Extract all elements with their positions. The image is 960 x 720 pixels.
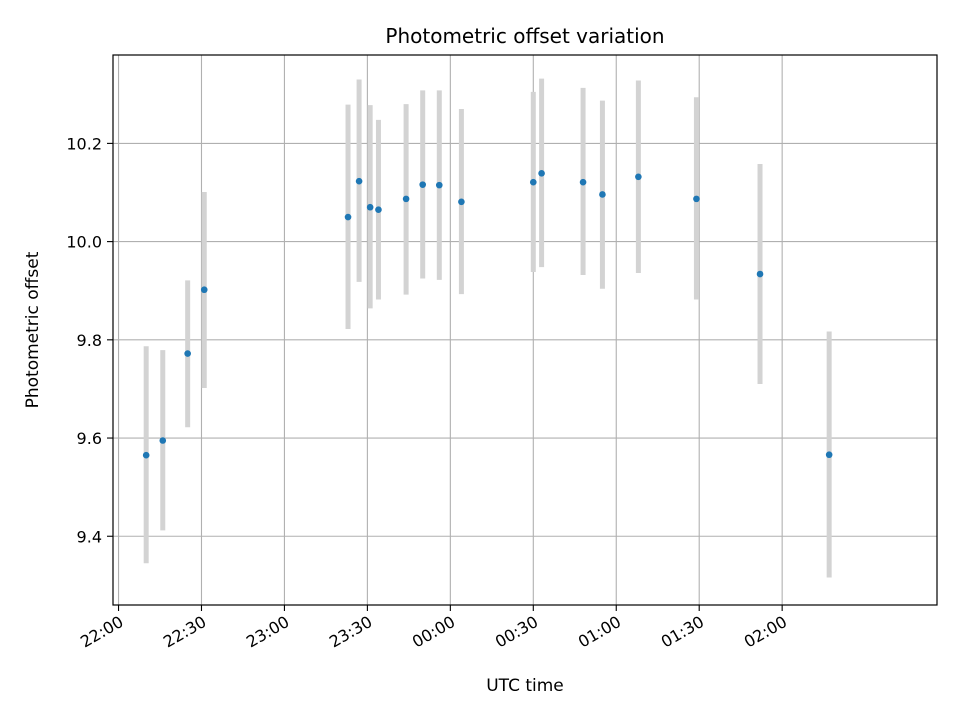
data-point — [402, 195, 410, 203]
y-axis-ticks: 9.4 9.6 9.8 10.0 10.2 — [66, 134, 113, 546]
data-point — [529, 178, 537, 186]
data-point — [435, 181, 443, 189]
data-point — [142, 451, 150, 459]
y-axis-label: Photometric offset — [23, 251, 43, 408]
data-point — [538, 170, 545, 177]
data-point — [366, 203, 374, 211]
data-point — [159, 437, 167, 444]
x-axis-label: UTC time — [486, 676, 564, 696]
data-point — [419, 181, 426, 188]
y-tick-label: 9.8 — [77, 331, 102, 350]
grid — [113, 55, 937, 605]
chart-title: Photometric offset variation — [385, 24, 664, 48]
y-tick-label: 10.0 — [66, 233, 102, 252]
data-point — [579, 178, 587, 186]
data-point — [825, 451, 833, 459]
data-point — [200, 286, 208, 294]
data-point — [635, 173, 642, 181]
y-tick-label: 10.2 — [66, 134, 102, 153]
data-point — [599, 191, 606, 198]
data-point — [344, 213, 352, 221]
data-point — [458, 198, 465, 206]
y-tick-label: 9.6 — [77, 429, 102, 448]
data-point — [756, 270, 764, 278]
data-point — [375, 206, 382, 213]
data-points — [142, 170, 833, 459]
plot-frame — [112, 54, 938, 606]
data-point — [184, 350, 191, 357]
data-point — [355, 177, 363, 185]
y-tick-label: 9.4 — [77, 527, 102, 546]
data-point — [693, 195, 700, 203]
